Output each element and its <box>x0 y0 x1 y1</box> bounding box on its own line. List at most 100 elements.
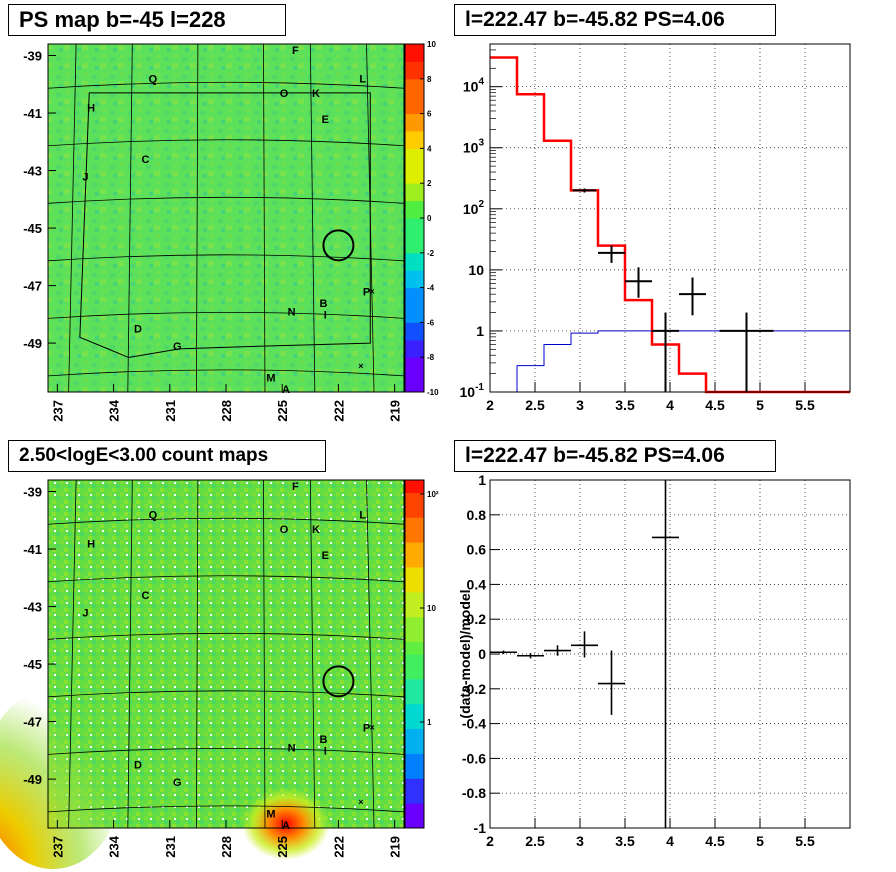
graticule-lon <box>195 43 199 393</box>
y-tick-label: -41 <box>23 106 42 121</box>
graticule-lon <box>263 43 266 393</box>
colorbar-tick-label: 2 <box>427 179 432 188</box>
colorbar-tick-label: 1 <box>427 718 432 727</box>
graticule-lon <box>68 479 77 829</box>
source-label-k: K <box>312 524 320 536</box>
colorbar-cell <box>405 678 424 692</box>
colorbar-cell <box>405 218 424 236</box>
source-label-f: F <box>292 45 299 57</box>
colorbar-cell <box>405 165 424 184</box>
source-marker-x: × <box>370 722 375 732</box>
y-tick-label: 103 <box>463 138 485 156</box>
target-circle <box>322 665 355 698</box>
y-axis-label: (data-model)/model <box>457 589 473 718</box>
graticule-lon <box>68 43 77 393</box>
y-tick-label: -43 <box>23 600 42 615</box>
colorbar-cell <box>405 790 424 804</box>
source-label-i: I <box>324 309 327 321</box>
colorbar-tick-label: 10 <box>427 604 436 613</box>
spectrum-title: l=222.47 b=-45.82 PS=4.06 <box>454 4 776 36</box>
source-label-o: O <box>280 88 289 100</box>
colorbar-tick-label: -10 <box>427 388 439 397</box>
y-tick-label: -49 <box>23 336 42 351</box>
colorbar-frame <box>404 479 425 829</box>
y-tick-label: 102 <box>463 199 485 217</box>
colorbar-cell <box>405 716 424 730</box>
y-tick-label: -1 <box>474 820 487 836</box>
colorbar-tick-label: -4 <box>427 284 435 293</box>
y-tick-label: -45 <box>23 221 42 236</box>
y-tick-label: 1 <box>478 472 486 488</box>
residuals-panel: 2 2.5 3 3.5 4 4.5 5 5.5 -1 -0.8 -0.6 -0.4 -0.2 0 0.2 0.… <box>457 472 851 849</box>
x-tick-label: 219 <box>388 836 403 858</box>
colorbar-cell <box>405 753 424 767</box>
colorbar-tick-label: 4 <box>427 144 432 153</box>
colorbar-cell <box>405 287 424 306</box>
colorbar-cell <box>405 728 424 742</box>
source-label-b: B <box>319 298 327 310</box>
source-label-j: J <box>82 171 88 183</box>
ps-map-panel: F Q O K L H E C J P N BI D G MA × × -39 -41 -43 -45 -47 -49 237… <box>23 40 439 422</box>
colorbar-cell <box>405 200 424 219</box>
y-tick-label: 0.8 <box>467 507 487 523</box>
y-tick-label: -43 <box>23 164 42 179</box>
graticule-lat <box>47 369 405 377</box>
y-tick-label: 0 <box>478 646 486 662</box>
x-tick-label: 228 <box>219 836 234 858</box>
colorbar-cell <box>405 815 424 829</box>
y-tick-label: -47 <box>23 715 42 730</box>
graticule-lat <box>47 805 405 813</box>
x-tick-label: 222 <box>331 400 346 422</box>
source-label-e: E <box>322 550 329 562</box>
colorbar-cell <box>405 96 424 115</box>
count-map-title: 2.50<logE<3.00 count maps <box>8 440 326 472</box>
source-label-n: N <box>288 742 296 754</box>
source-label-h: H <box>87 102 95 114</box>
colorbar-cell <box>405 803 424 817</box>
source-marker-x: × <box>358 361 363 371</box>
x-tick-label: 234 <box>107 835 122 857</box>
x-tick-label: 3.5 <box>615 833 635 849</box>
colorbar-tick-label: 0 <box>427 214 432 223</box>
y-tick-label: 0.6 <box>467 542 487 558</box>
y-tick-label: -0.6 <box>462 750 486 766</box>
x-tick-label: 4.5 <box>705 833 725 849</box>
graticule-lon <box>263 479 266 829</box>
graticule-lat <box>47 81 405 89</box>
colorbar-tick-label: -6 <box>427 318 435 327</box>
colorbar-cell <box>405 183 424 202</box>
source-label-k: K <box>312 88 320 100</box>
graticule-lon <box>309 479 316 829</box>
colorbar-cell <box>405 131 424 149</box>
colorbar-cell <box>405 252 424 271</box>
source-label-l: L <box>359 74 366 86</box>
colorbar-cell <box>405 691 424 705</box>
colorbar-cell <box>405 235 424 254</box>
x-tick-label: 5 <box>756 397 764 413</box>
source-label-e: E <box>322 114 329 126</box>
x-tick-label: 222 <box>331 836 346 858</box>
colorbar-cell <box>405 579 424 593</box>
hotspot-left <box>0 689 123 870</box>
source-label-i: I <box>324 745 327 757</box>
x-tick-label: 5 <box>756 833 764 849</box>
colorbar-tick-label: 10 <box>427 40 436 49</box>
colorbar-tick-label: 6 <box>427 110 432 119</box>
source-label-b: B <box>319 734 327 746</box>
source-label-f: F <box>292 481 299 493</box>
source-label-l: L <box>359 510 366 522</box>
x-tick-label: 2 <box>486 397 494 413</box>
source-marker-x: × <box>358 797 363 807</box>
colorbar-cell <box>405 148 424 167</box>
x-tick-label: 4.5 <box>705 397 725 413</box>
colorbar-cell <box>405 554 424 568</box>
y-tick-label: -41 <box>23 542 42 557</box>
target-circle <box>322 229 355 262</box>
x-tick-label: 3 <box>576 397 584 413</box>
colorbar-cell <box>405 374 424 393</box>
colorbar-cell <box>405 778 424 792</box>
y-tick-label: 0.4 <box>467 576 487 592</box>
y-tick-label: -45 <box>23 657 42 672</box>
x-tick-label: 5.5 <box>795 833 815 849</box>
source-label-q: Q <box>149 510 158 522</box>
